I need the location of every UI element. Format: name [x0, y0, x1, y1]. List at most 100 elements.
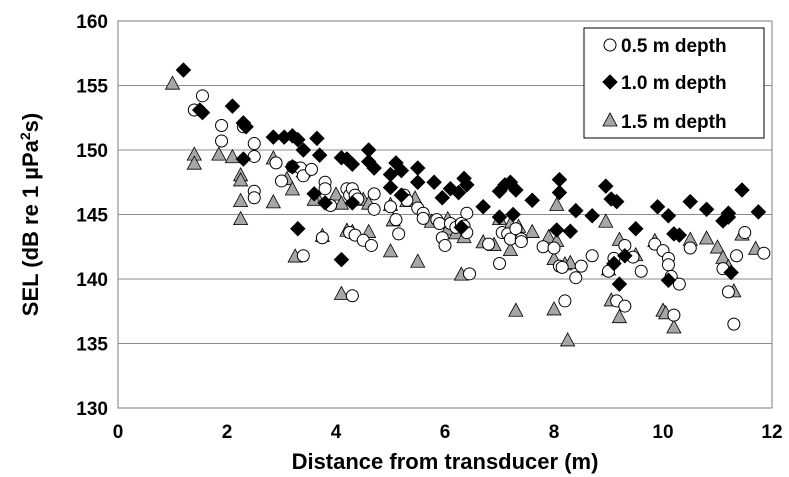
x-tick-label: 8: [549, 422, 560, 443]
data-point-circle: [463, 267, 477, 281]
legend-label: 1.0 m depth: [621, 73, 727, 94]
data-point-diamond: [317, 195, 333, 211]
data-point-circle: [367, 187, 381, 201]
y-axis-title-suffix: s): [18, 113, 43, 133]
data-point-diamond: [382, 179, 399, 196]
tick-labels: 130 135 140 145 150 155 160 0 2 4 6 8 10 12: [76, 12, 782, 443]
y-tick-label: 155: [76, 77, 108, 98]
data-point-diamond: [453, 219, 470, 236]
data-point-triangle: [598, 213, 614, 228]
legend-label: 0.5 m depth: [621, 36, 727, 57]
data-point-circle: [672, 277, 686, 291]
data-point-diamond: [309, 130, 325, 147]
data-point-triangle: [211, 146, 227, 161]
data-point-circle: [416, 211, 430, 225]
data-point-circle: [315, 231, 329, 245]
data-point-triangle: [698, 230, 715, 245]
data-point-circle: [384, 200, 397, 214]
data-point-diamond: [627, 220, 644, 237]
data-point-circle: [215, 134, 229, 148]
x-tick-label: 2: [222, 422, 233, 443]
data-point-circle: [345, 289, 359, 303]
data-point-diamond: [505, 206, 521, 223]
y-tick-label: 130: [76, 399, 108, 420]
data-point-circle: [536, 240, 550, 254]
data-point-diamond: [311, 147, 328, 164]
data-points: [164, 62, 771, 347]
y-tick-label: 140: [76, 270, 108, 291]
data-point-diamond: [409, 174, 426, 191]
legend: 0.5 m depth 1.0 m depth 1.5 m depth: [583, 27, 765, 139]
data-point-diamond: [409, 160, 426, 176]
data-point-diamond: [524, 192, 541, 209]
data-point-diamond: [616, 247, 633, 264]
y-axis-title-superscript: 2: [17, 132, 33, 140]
data-point-circle: [275, 174, 288, 188]
data-point-circle: [304, 162, 318, 176]
data-point-triangle: [164, 75, 181, 90]
data-point-diamond: [235, 151, 252, 167]
data-point-circle: [634, 264, 648, 278]
data-point-diamond: [597, 178, 614, 194]
data-point-diamond: [284, 158, 301, 175]
data-point-triangle: [611, 308, 628, 324]
data-point-triangle: [540, 228, 557, 244]
data-point-circle: [247, 137, 261, 151]
data-point-diamond: [649, 198, 666, 215]
data-point-diamond: [611, 276, 628, 293]
data-point-triangle: [186, 155, 202, 170]
legend-marker-triangle: [602, 112, 618, 127]
x-tick-label: 6: [440, 422, 451, 443]
legend-marker-circle: [603, 38, 617, 52]
plot-area-frame: [117, 20, 773, 409]
data-point-diamond: [194, 104, 211, 121]
x-tick-label: 12: [761, 422, 782, 443]
data-point-triangle: [410, 253, 426, 268]
data-point-triangle: [232, 192, 249, 208]
data-point-circle: [247, 149, 261, 163]
data-point-triangle: [284, 181, 301, 196]
data-point-triangle: [333, 285, 350, 300]
x-axis-title: Distance from transducer (m): [292, 449, 599, 474]
data-point-circle: [247, 191, 261, 205]
data-point-diamond: [723, 264, 739, 281]
data-point-triangle: [328, 186, 344, 201]
legend-label: 1.5 m depth: [621, 112, 727, 133]
y-axis-title: SEL (dB re 1 µPa2s): [17, 113, 43, 316]
data-point-diamond: [224, 98, 241, 114]
data-point-diamond: [393, 162, 410, 179]
legend-marker-diamond: [602, 74, 618, 90]
data-point-diamond: [734, 182, 750, 198]
data-point-diamond: [475, 198, 492, 215]
data-point-circle: [558, 294, 572, 308]
data-point-diamond: [458, 176, 475, 193]
data-point-circle: [721, 285, 735, 299]
data-point-circle: [683, 241, 697, 255]
data-point-circle: [514, 235, 528, 249]
data-point-diamond: [584, 207, 601, 224]
data-point-circle: [364, 238, 378, 252]
data-point-diamond: [238, 118, 254, 135]
data-point-diamond: [491, 209, 508, 225]
data-point-circle: [509, 222, 523, 236]
data-point-triangle: [232, 210, 249, 226]
x-tick-label: 0: [113, 422, 124, 443]
data-point-circle: [555, 260, 569, 274]
data-point-diamond: [434, 189, 451, 206]
data-point-triangle: [265, 194, 281, 209]
data-point-diamond: [306, 186, 323, 202]
data-point-diamond: [450, 184, 467, 201]
y-tick-label: 150: [76, 141, 108, 162]
data-point-triangle: [559, 332, 576, 347]
y-tick-label: 145: [76, 206, 108, 227]
y-tick-label: 160: [76, 12, 108, 33]
data-point-diamond: [567, 202, 584, 219]
data-point-triangle: [546, 301, 562, 316]
data-point-triangle: [549, 196, 565, 211]
data-point-triangle: [666, 319, 682, 334]
data-point-circle: [367, 202, 381, 216]
data-point-diamond: [562, 223, 579, 240]
data-point-circle: [730, 249, 744, 263]
data-point-diamond: [295, 142, 312, 158]
